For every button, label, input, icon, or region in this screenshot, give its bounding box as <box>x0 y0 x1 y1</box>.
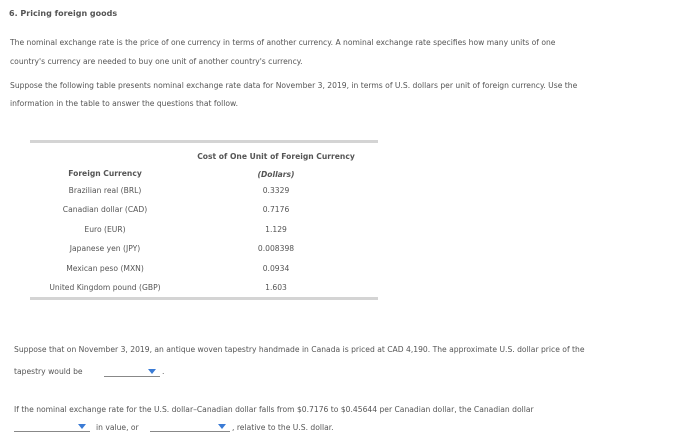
setup-line: information in the table to answer the q… <box>10 99 238 108</box>
question-end: , relative to the U.S. dollar. <box>232 423 334 432</box>
column-subheader: (Dollars) <box>257 170 295 179</box>
currency-rate: 0.7176 <box>262 205 290 215</box>
currency-rate: 0.3329 <box>262 186 290 195</box>
table-rule <box>30 140 378 143</box>
currency-name: Japanese yen (JPY) <box>69 244 141 254</box>
question-end: . <box>162 367 165 376</box>
dropdown[interactable] <box>14 422 90 432</box>
currency-name: Brazilian real (BRL) <box>68 186 142 195</box>
currency-name: United Kingdom pound (GBP) <box>49 283 161 292</box>
currency-name: Mexican peso (MXN) <box>66 263 144 273</box>
question-line: Suppose that on November 3, 2019, an ant… <box>14 345 585 354</box>
column-header: Cost of One Unit of Foreign Currency <box>197 152 355 161</box>
question-line: If the nominal exchange rate for the U.S… <box>14 405 534 414</box>
dropdown[interactable] <box>104 367 160 377</box>
currency-name: Canadian dollar (CAD) <box>62 205 148 215</box>
currency-name: Euro (EUR) <box>84 224 126 234</box>
heading: 6. Pricing foreign goods <box>9 9 118 18</box>
currency-rate: 1.129 <box>265 224 287 234</box>
intro-line: The nominal exchange rate is the price o… <box>10 38 556 47</box>
question-line: tapestry would be <box>14 367 83 376</box>
question-middle: in value, or <box>96 423 139 432</box>
setup-line: Suppose the following table presents nom… <box>10 81 578 90</box>
currency-rate: 0.008398 <box>257 244 295 254</box>
currency-rate: 1.603 <box>265 283 287 292</box>
intro-line: country's currency are needed to buy one… <box>10 57 303 66</box>
column-header: Foreign Currency <box>68 169 142 178</box>
currency-rate: 0.0934 <box>262 263 290 273</box>
table-rule <box>30 297 378 300</box>
dropdown[interactable] <box>150 422 230 432</box>
